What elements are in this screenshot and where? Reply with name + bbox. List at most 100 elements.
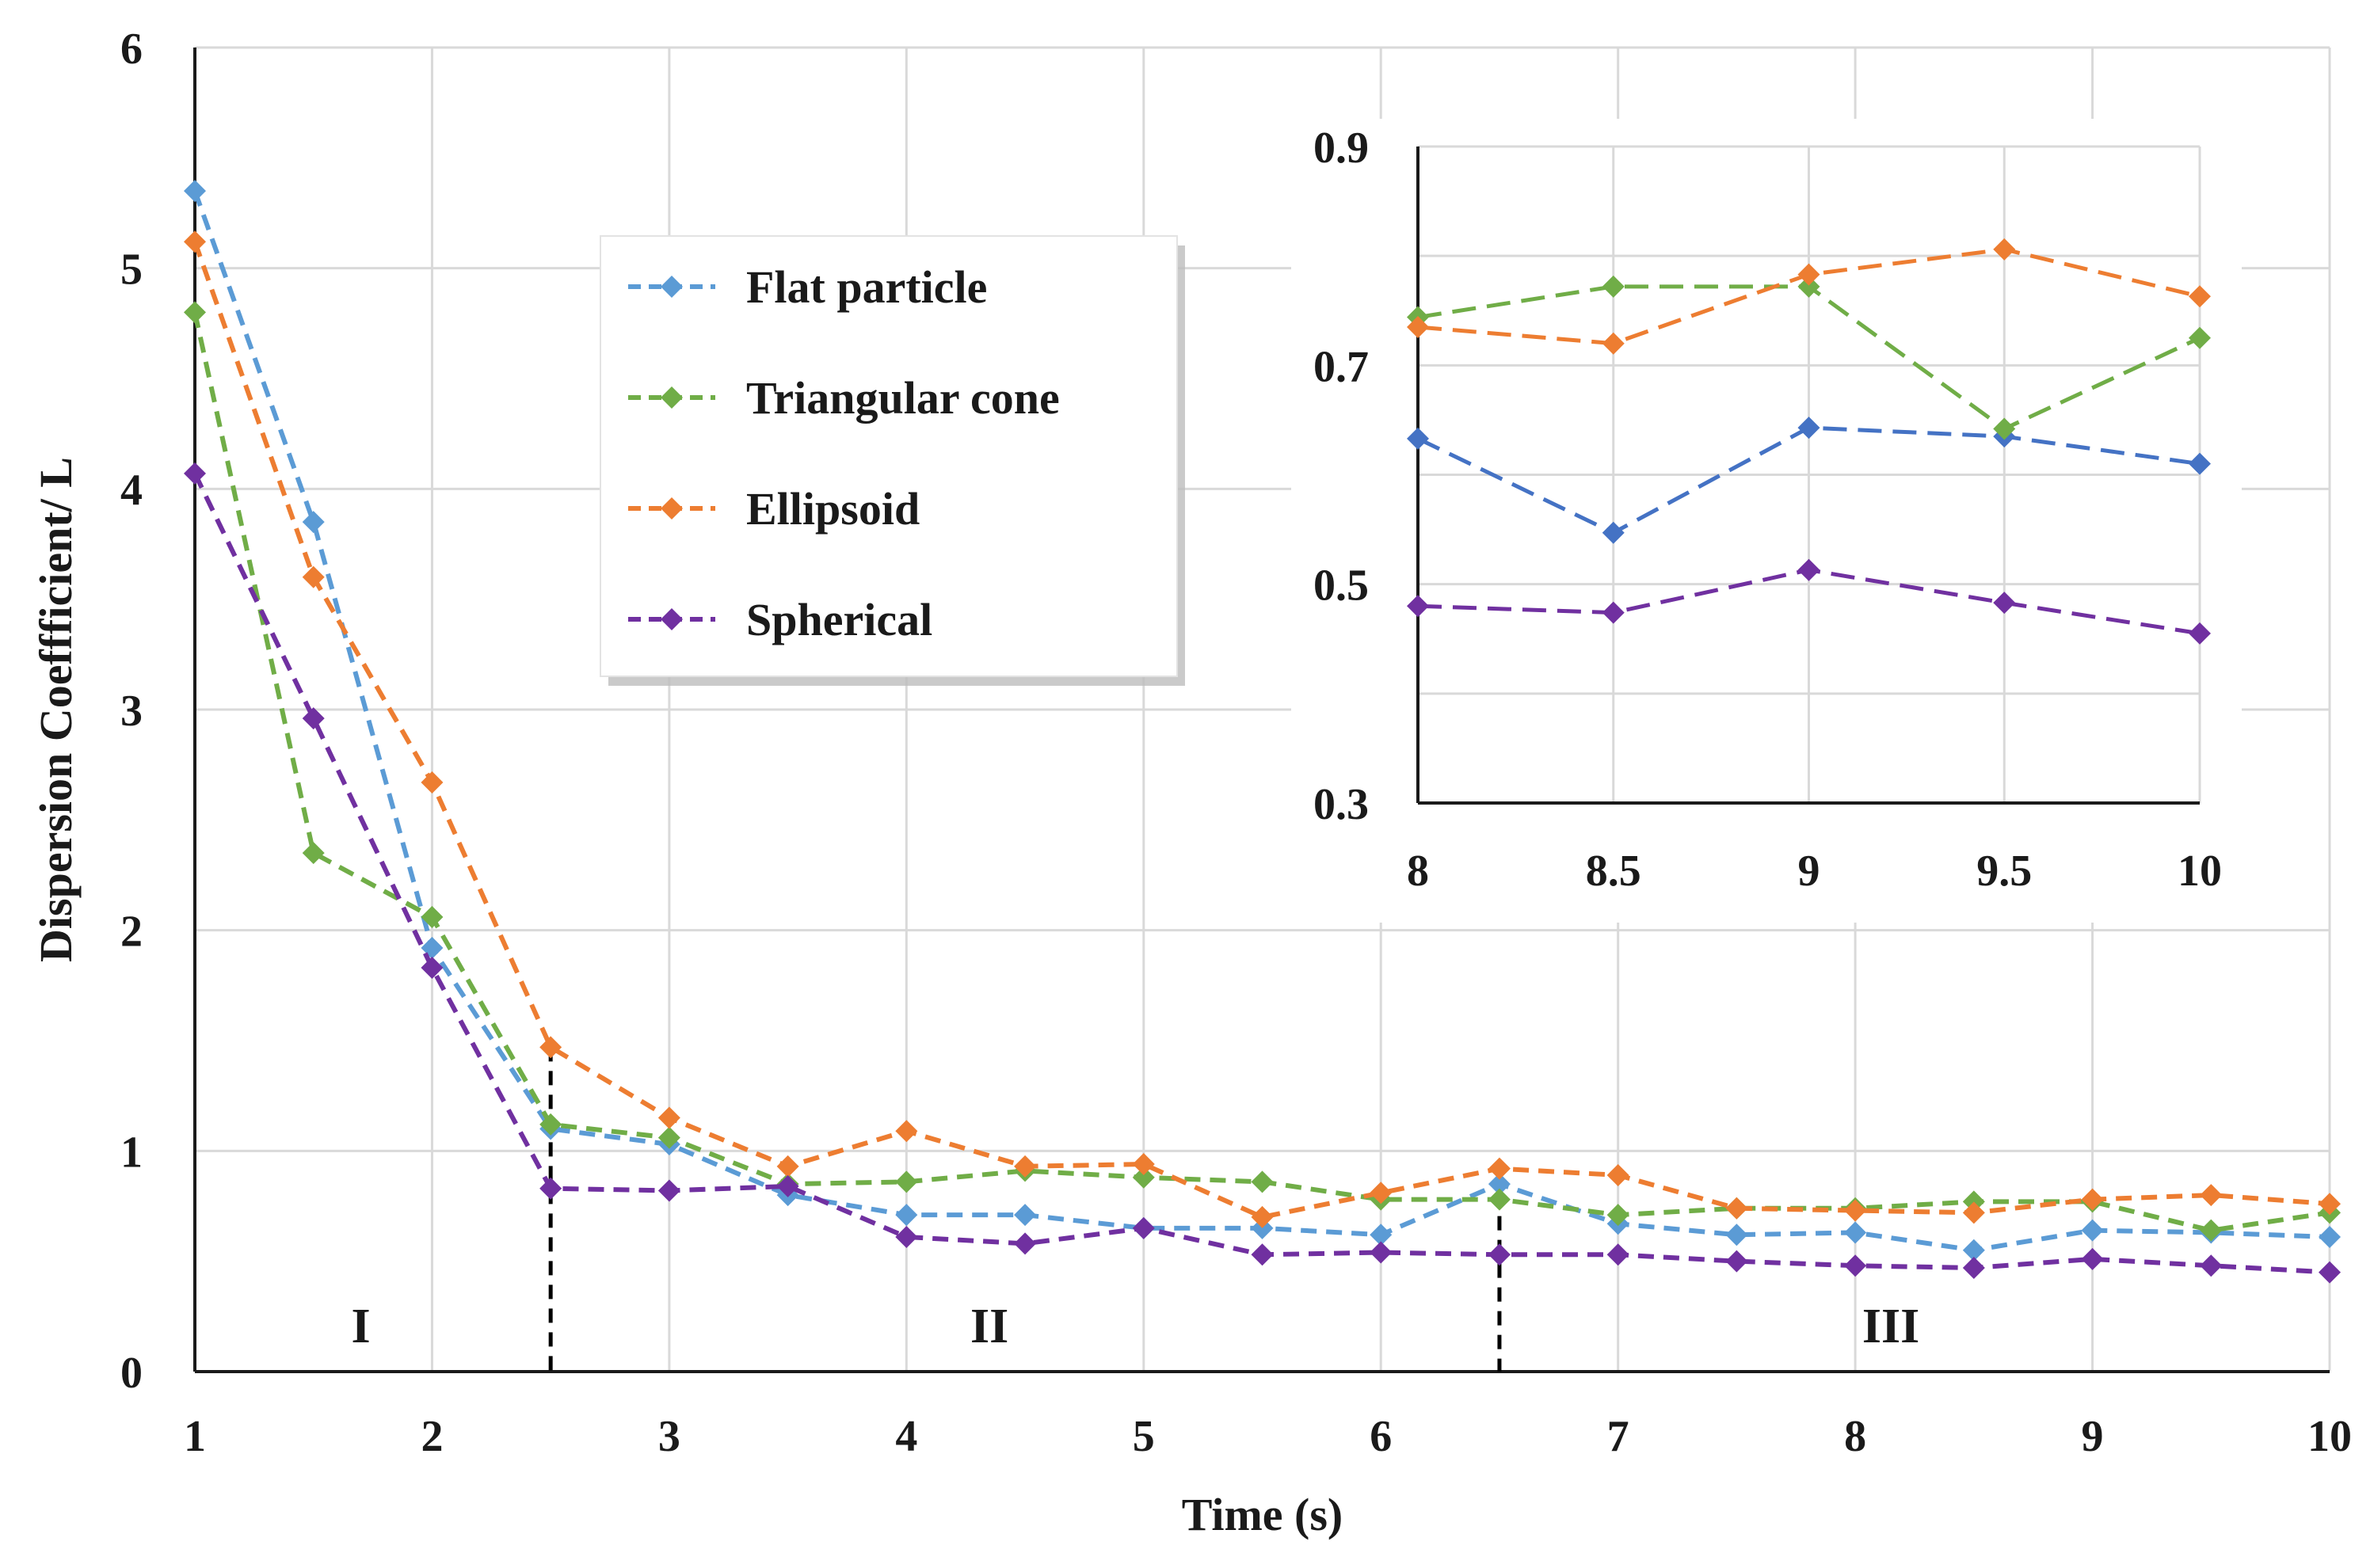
data-point-flat-particle — [1370, 1224, 1393, 1246]
data-point-ellipsoid — [2200, 1184, 2223, 1207]
phase-label-ii: II — [970, 1300, 1008, 1353]
data-point-ellipsoid — [1962, 1201, 1985, 1224]
data-point-flat-particle — [1488, 1173, 1511, 1196]
data-point-triangular-cone — [184, 301, 206, 324]
legend: Flat particle Triangular cone Ellipsoid Sph… — [600, 235, 1185, 686]
data-point-ellipsoid — [1251, 1205, 1274, 1228]
data-point-triangular-cone — [421, 905, 444, 928]
data-point-ellipsoid — [184, 230, 206, 253]
inset-x-tick-label: 9.5 — [1976, 847, 2032, 896]
inset-data-point-spherical — [1407, 595, 1429, 618]
inset-y-tick-label: 0.9 — [1313, 124, 1369, 173]
inset-data-point-flat-particle — [1602, 521, 1625, 544]
inset-data-point-spherical — [1797, 558, 1820, 581]
data-point-ellipsoid — [2081, 1188, 2104, 1211]
inset-data-point-ellipsoid — [1993, 238, 2016, 261]
inset-data-point-ellipsoid — [2189, 285, 2211, 308]
data-point-ellipsoid — [2319, 1193, 2341, 1216]
data-point-triangular-cone — [1132, 1166, 1155, 1189]
data-point-spherical — [302, 707, 325, 730]
inset-data-point-triangular-cone — [1602, 275, 1625, 298]
inset-data-point-ellipsoid — [1407, 315, 1429, 338]
data-point-flat-particle — [1962, 1239, 1985, 1262]
series-spherical — [184, 462, 2341, 1284]
main-y-tick-label: 3 — [120, 687, 143, 736]
inset-plot: 8 8.5 9 9.5 10 0.3 0.5 0.7 0.9 — [1313, 124, 2222, 896]
main-y-tick-label: 6 — [120, 25, 143, 74]
data-point-ellipsoid — [1488, 1157, 1511, 1180]
main-x-tick-label: 9 — [2082, 1412, 2104, 1461]
data-point-spherical — [2200, 1254, 2223, 1277]
legend-item-flat-particle: Flat particle — [628, 261, 987, 313]
main-x-tick-label: 10 — [2307, 1412, 2352, 1461]
data-point-triangular-cone — [1488, 1188, 1511, 1211]
inset-data-point-spherical — [2189, 622, 2211, 645]
data-point-flat-particle — [2319, 1226, 2341, 1249]
inset-x-tick-label: 9 — [1798, 847, 1820, 896]
data-point-spherical — [1725, 1250, 1748, 1273]
main-y-axis-title: Dispersion Coeffficient/ L — [30, 457, 82, 962]
data-point-ellipsoid — [657, 1106, 680, 1129]
data-point-flat-particle — [302, 511, 325, 534]
data-point-spherical — [895, 1226, 918, 1249]
data-point-flat-particle — [1725, 1224, 1748, 1246]
data-point-ellipsoid — [1606, 1163, 1629, 1186]
legend-swatch-marker — [661, 608, 683, 630]
legend-swatch-marker — [661, 386, 683, 409]
legend-label: Flat particle — [746, 261, 987, 313]
data-point-triangular-cone — [302, 842, 325, 865]
inset-x-tick-label: 8.5 — [1586, 847, 1641, 896]
main-y-tick-label: 1 — [120, 1128, 143, 1177]
phase-label-iii: III — [1862, 1300, 1919, 1353]
data-point-spherical — [184, 462, 206, 485]
data-point-spherical — [1606, 1243, 1629, 1266]
data-point-spherical — [539, 1177, 562, 1200]
data-point-flat-particle — [1014, 1204, 1037, 1227]
data-point-triangular-cone — [895, 1170, 918, 1193]
inset-x-tick-label: 8 — [1407, 847, 1429, 896]
series-ellipsoid — [184, 230, 2341, 1228]
data-point-ellipsoid — [302, 565, 325, 588]
inset-data-point-triangular-cone — [2189, 326, 2211, 349]
main-x-tick-label: 1 — [184, 1412, 206, 1461]
inset-y-tick-label: 0.5 — [1313, 561, 1369, 611]
inset-data-point-triangular-cone — [1797, 275, 1820, 298]
data-point-spherical — [421, 957, 444, 980]
inset-y-tick-label: 0.3 — [1313, 780, 1369, 829]
legend-item-ellipsoid: Ellipsoid — [628, 483, 920, 535]
main-x-tick-label: 8 — [1844, 1412, 1866, 1461]
main-y-tick-label: 0 — [120, 1349, 143, 1398]
data-point-ellipsoid — [539, 1036, 562, 1059]
data-point-triangular-cone — [657, 1126, 680, 1149]
inset-data-point-spherical — [1602, 601, 1625, 624]
legend-swatch-marker — [661, 497, 683, 519]
data-point-spherical — [2081, 1247, 2104, 1270]
inset-series-spherical — [1407, 558, 2211, 645]
data-point-flat-particle — [184, 180, 206, 203]
data-point-flat-particle — [895, 1204, 918, 1227]
data-point-ellipsoid — [1132, 1153, 1155, 1176]
legend-label: Triangular cone — [746, 372, 1060, 424]
inset-series-ellipsoid — [1407, 238, 2211, 355]
data-point-triangular-cone — [539, 1113, 562, 1136]
data-point-ellipsoid — [1844, 1199, 1867, 1222]
data-point-spherical — [1962, 1257, 1985, 1280]
data-point-ellipsoid — [421, 771, 444, 794]
data-point-triangular-cone — [1606, 1204, 1629, 1227]
data-point-ellipsoid — [1014, 1155, 1037, 1178]
data-point-spherical — [657, 1179, 680, 1202]
main-x-tick-label: 6 — [1370, 1412, 1392, 1461]
data-point-spherical — [1370, 1241, 1393, 1264]
inset-data-point-flat-particle — [2189, 452, 2211, 475]
legend-label: Spherical — [746, 594, 932, 645]
legend-label: Ellipsoid — [746, 483, 920, 535]
data-point-ellipsoid — [776, 1155, 799, 1178]
data-point-flat-particle — [1844, 1221, 1867, 1244]
main-y-tick-label: 2 — [120, 908, 143, 957]
inset-data-point-flat-particle — [1797, 417, 1820, 440]
data-point-spherical — [2319, 1261, 2341, 1284]
data-point-spherical — [1251, 1243, 1274, 1266]
data-point-spherical — [776, 1174, 799, 1197]
